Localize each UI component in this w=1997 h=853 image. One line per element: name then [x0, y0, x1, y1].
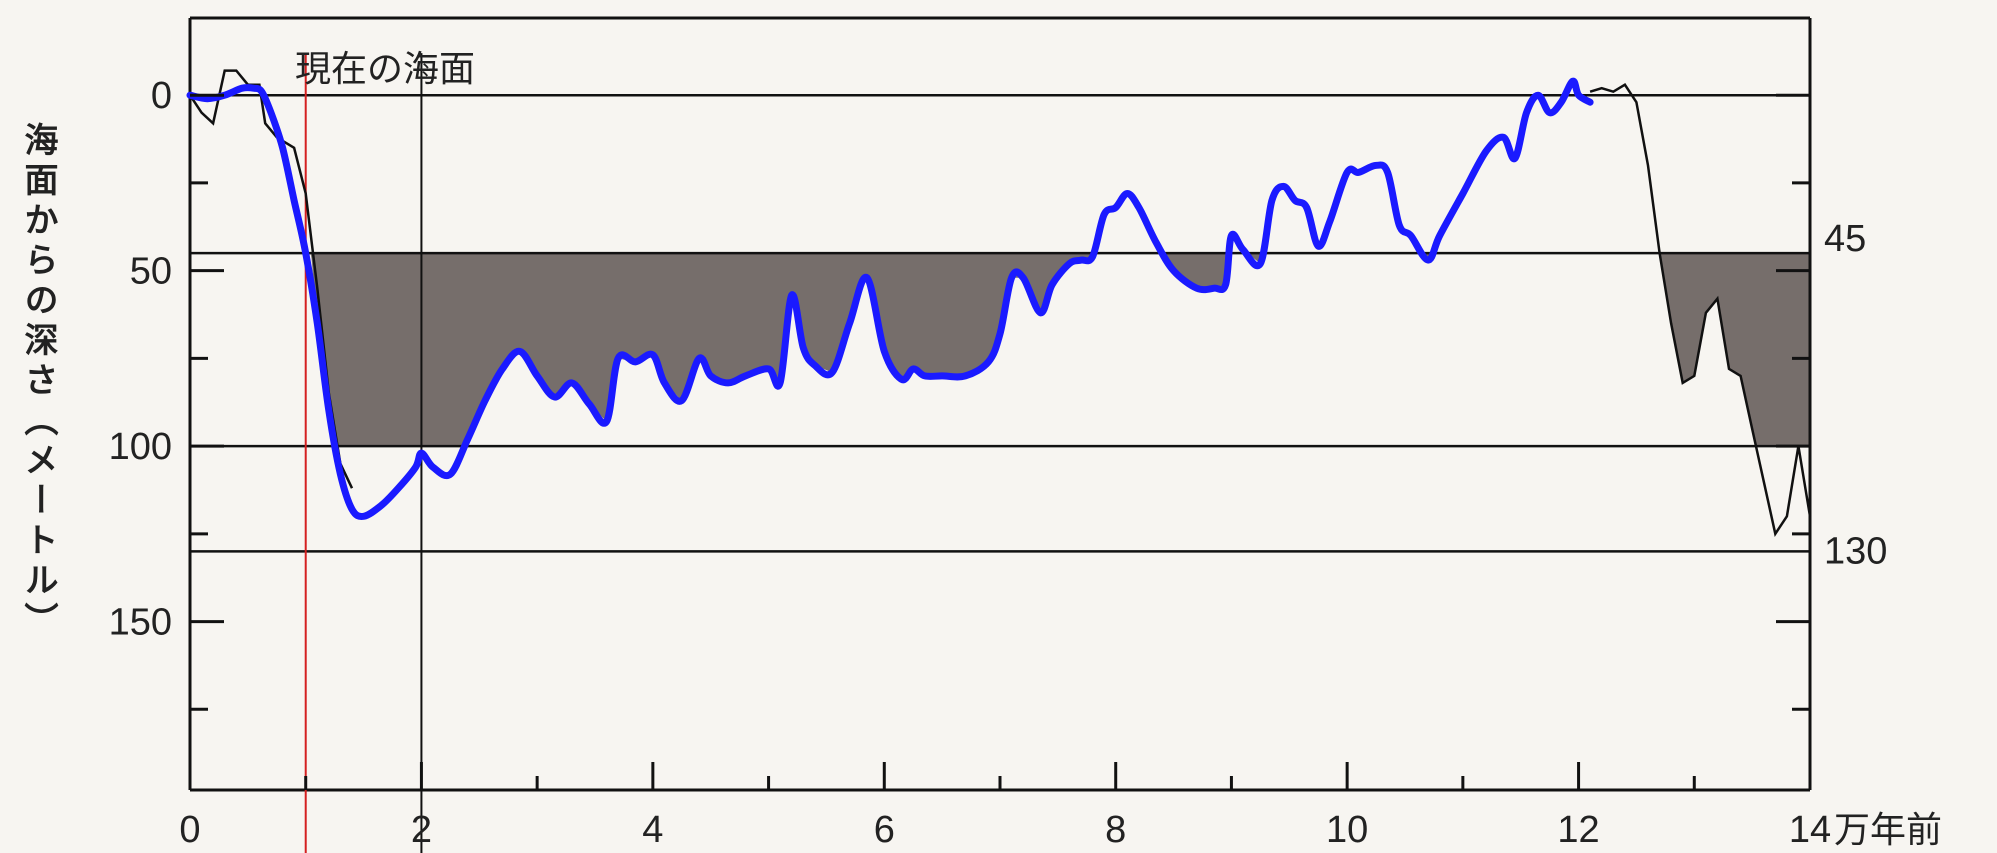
axis-ticks [188, 93, 1812, 790]
x-tick-label: 10 [1326, 809, 1368, 851]
x-tick-label: 0 [179, 809, 200, 851]
series-black-late [1589, 83, 1812, 537]
y-axis-label: 海面からの深さ（メートル） [18, 122, 58, 642]
data-series [186, 69, 1812, 537]
vertical-markers [304, 53, 423, 853]
x-tick-label: 12 [1557, 809, 1599, 851]
x-tick-label: 8 [1105, 809, 1126, 851]
y-tick-label: 0 [151, 75, 172, 117]
x-tick-label: 2 [411, 809, 432, 851]
x-tick-label: 6 [874, 809, 895, 851]
series-blue [186, 77, 1594, 520]
x-unit-label: 万年前 [1834, 810, 1942, 851]
x-tick-label: 14 [1789, 809, 1831, 851]
y-tick-label: 100 [109, 426, 172, 468]
reference-label-0: 現在の海面 [295, 49, 475, 90]
axis-text: 現在の海面 45 130 0 2 4 6 8 10 12 14 万年前 0 50 100 150 海面からの深さ… [18, 49, 1942, 851]
shaded-depth-band [190, 253, 1810, 447]
shaded-areas [190, 253, 1810, 447]
reference-label-45: 45 [1824, 218, 1866, 260]
y-tick-label: 50 [130, 251, 172, 293]
reference-label-130: 130 [1824, 530, 1887, 572]
x-tick-label: 4 [642, 809, 663, 851]
y-tick-label: 150 [109, 602, 172, 644]
